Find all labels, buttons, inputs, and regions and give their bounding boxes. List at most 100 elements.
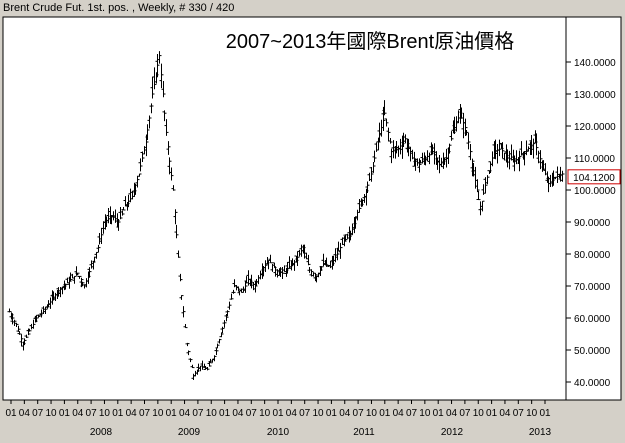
price-bar xyxy=(224,313,229,322)
x-tick-label: 07 xyxy=(246,408,258,419)
price-bar xyxy=(147,115,152,129)
x-tick-label: 10 xyxy=(419,408,431,419)
price-bar xyxy=(87,267,92,278)
x-tick-label: 04 xyxy=(126,408,138,419)
y-tick-label: 130.0000 xyxy=(574,90,616,101)
price-bar xyxy=(217,338,222,344)
price-bar xyxy=(517,150,522,172)
x-tick-label: 10 xyxy=(45,408,57,419)
price-bar xyxy=(173,209,178,225)
x-year-label: 2009 xyxy=(178,427,201,438)
x-tick-label: 04 xyxy=(232,408,244,419)
price-bar xyxy=(236,286,241,292)
price-bar xyxy=(475,179,480,193)
chart-title: 2007~2013年國際Brent原油價格 xyxy=(226,30,514,53)
x-year-label: 2012 xyxy=(441,427,464,438)
price-bar xyxy=(483,177,488,194)
price-bar xyxy=(118,206,123,220)
x-tick-label: 01 xyxy=(272,408,284,419)
price-bar xyxy=(174,224,179,239)
price-bar xyxy=(17,331,22,335)
price-bar xyxy=(159,63,164,89)
price-bars xyxy=(7,51,565,381)
x-tick-label: 04 xyxy=(72,408,84,419)
price-bar xyxy=(145,124,150,140)
x-tick-label: 10 xyxy=(259,408,271,419)
price-bar xyxy=(417,158,422,173)
price-bar xyxy=(335,247,340,261)
x-year-label: 2011 xyxy=(353,427,375,438)
y-tick-label: 50.0000 xyxy=(574,346,611,357)
x-tick-label: 01 xyxy=(379,408,391,419)
y-tick-label: 40.0000 xyxy=(574,378,611,389)
x-tick-label: 01 xyxy=(539,408,551,419)
price-bar xyxy=(231,289,236,294)
x-tick-label: 04 xyxy=(446,408,458,419)
price-bar xyxy=(162,110,167,122)
plot-area xyxy=(2,16,567,401)
price-bar xyxy=(116,219,121,231)
price-bar xyxy=(155,53,160,78)
price-bar xyxy=(319,266,324,271)
price-bar xyxy=(531,138,536,159)
y-tick-label: 140.0000 xyxy=(574,58,616,69)
x-tick-label: 07 xyxy=(139,408,151,419)
price-bar xyxy=(205,367,210,371)
price-bar xyxy=(464,129,469,136)
price-bar xyxy=(215,343,220,349)
price-bar xyxy=(186,350,191,356)
x-tick-label: 01 xyxy=(112,408,124,419)
y-tick-label: 80.0000 xyxy=(574,250,611,261)
price-bar xyxy=(149,103,154,114)
x-tick-label: 10 xyxy=(366,408,378,419)
x-year-label: 2010 xyxy=(267,427,290,438)
x-tick-label: 04 xyxy=(339,408,351,419)
price-bar xyxy=(386,127,391,142)
price-bar xyxy=(219,332,224,338)
price-bar xyxy=(77,275,82,279)
price-bar xyxy=(497,139,502,157)
x-tick-label: 04 xyxy=(499,408,511,419)
y-tick-label: 110.0000 xyxy=(574,154,615,165)
x-axis: 01 04 07 10 01 04 07 10 01 04 07 10 01 04 07 10 01 04 07 10… xyxy=(5,400,552,438)
price-bar xyxy=(181,306,186,318)
price-bar xyxy=(306,254,311,266)
price-bar xyxy=(121,207,126,211)
price-bar xyxy=(178,273,183,282)
price-bar xyxy=(468,144,473,161)
price-bar xyxy=(470,158,475,177)
price-bar xyxy=(447,143,452,154)
current-price-box xyxy=(567,169,621,185)
price-bar xyxy=(144,134,149,157)
x-tick-label: 10 xyxy=(206,408,218,419)
price-bar xyxy=(75,272,80,276)
price-bar xyxy=(449,131,454,141)
y-tick-label: 100.0000 xyxy=(574,186,616,197)
price-bar xyxy=(63,283,68,290)
y-tick-label: 120.0000 xyxy=(574,122,616,133)
price-bar xyxy=(27,328,32,332)
price-bar xyxy=(138,158,143,172)
price-bar xyxy=(466,132,471,150)
price-bar xyxy=(268,254,273,264)
y-tick-label: 90.0000 xyxy=(574,218,611,229)
y-tick-label: 60.0000 xyxy=(574,314,611,325)
y-axis: 40.0000 50.0000 60.0000 70.0000 80.0000 90.00… xyxy=(566,58,616,389)
price-bar xyxy=(343,234,348,242)
x-tick-label: 04 xyxy=(286,408,298,419)
x-tick-label: 07 xyxy=(513,408,525,419)
x-tick-label: 04 xyxy=(19,408,31,419)
price-bar xyxy=(137,173,142,177)
price-bar xyxy=(152,67,157,90)
price-bar xyxy=(227,301,232,310)
price-bar xyxy=(285,262,290,274)
price-bar xyxy=(372,150,377,163)
price-bar xyxy=(324,257,329,267)
x-year-label: 2013 xyxy=(529,427,552,438)
price-bar xyxy=(534,133,539,156)
price-bar xyxy=(167,157,172,175)
price-bar xyxy=(190,364,195,369)
price-bar xyxy=(225,310,230,317)
price-bar xyxy=(179,295,184,300)
